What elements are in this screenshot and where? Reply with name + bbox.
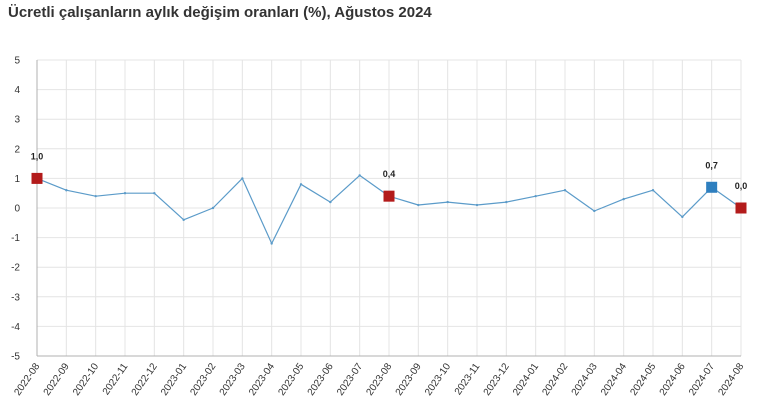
x-tick-label: 2023-04 bbox=[247, 361, 277, 398]
highlight-marker bbox=[383, 190, 395, 202]
data-point bbox=[505, 200, 508, 204]
data-point bbox=[182, 218, 185, 222]
data-point bbox=[241, 177, 244, 180]
x-axis: 2022-08 2022-09 2022-10 2022-11 2022-12 2023-… bbox=[12, 361, 746, 398]
y-tick-label: 5 bbox=[14, 56, 20, 67]
y-tick-label: 0 bbox=[14, 204, 20, 215]
x-tick-label: 2024-07 bbox=[687, 361, 717, 398]
data-label: 1,0 bbox=[31, 151, 44, 161]
highlight-marker bbox=[706, 181, 718, 193]
data-point bbox=[211, 206, 215, 210]
data-point bbox=[446, 200, 449, 204]
x-tick-label: 2023-11 bbox=[453, 361, 483, 397]
y-tick-label: 2 bbox=[14, 144, 20, 155]
x-tick-label: 2024-05 bbox=[628, 361, 658, 398]
highlight-markers: 1,0 0,4 0,7 0,0 bbox=[31, 151, 748, 214]
y-axis: -5 -4 -3 -2 -1 0 1 2 3 4 5 bbox=[11, 56, 20, 363]
chart-title: Ücretli çalışanların aylık değişim oranl… bbox=[8, 4, 432, 21]
y-tick-label: 1 bbox=[14, 174, 20, 185]
x-tick-label: 2024-01 bbox=[511, 361, 541, 398]
data-point bbox=[94, 194, 97, 198]
x-tick-label: 2024-04 bbox=[599, 361, 629, 398]
x-tick-label: 2024-06 bbox=[658, 361, 688, 398]
data-label: 0,7 bbox=[705, 160, 718, 170]
y-tick-label: -1 bbox=[11, 233, 20, 244]
y-tick-label: 4 bbox=[14, 85, 20, 96]
x-tick-label: 2024-03 bbox=[570, 361, 600, 398]
data-label: 0,4 bbox=[383, 169, 396, 179]
data-point bbox=[475, 203, 479, 207]
highlight-marker bbox=[31, 172, 43, 184]
x-tick-label: 2024-08 bbox=[716, 361, 746, 398]
data-point bbox=[681, 215, 684, 219]
data-point bbox=[622, 197, 625, 201]
x-tick-label: 2023-02 bbox=[188, 361, 218, 398]
x-tick-label: 2022-10 bbox=[71, 361, 101, 398]
x-tick-label: 2023-03 bbox=[218, 361, 248, 398]
data-point bbox=[651, 189, 655, 192]
x-tick-label: 2022-08 bbox=[12, 361, 42, 398]
data-point bbox=[153, 192, 156, 195]
y-tick-label: -5 bbox=[11, 352, 20, 363]
data-point bbox=[417, 203, 420, 207]
data-point bbox=[563, 189, 567, 192]
x-tick-label: 2023-05 bbox=[276, 361, 306, 398]
grid bbox=[36, 59, 742, 357]
y-tick-label: -4 bbox=[11, 322, 20, 333]
data-point bbox=[65, 189, 68, 192]
y-tick-label: 3 bbox=[14, 115, 20, 126]
y-tick-label: -2 bbox=[11, 263, 20, 274]
x-tick-label: 2023-12 bbox=[482, 361, 512, 398]
data-point bbox=[358, 174, 361, 177]
x-tick-label: 2023-10 bbox=[423, 361, 453, 398]
x-tick-label: 2022-11 bbox=[101, 361, 131, 397]
data-label: 0,0 bbox=[735, 181, 748, 191]
x-tick-label: 2023-09 bbox=[394, 361, 424, 398]
data-point bbox=[270, 242, 273, 245]
data-point bbox=[593, 209, 596, 213]
x-tick-label: 2022-09 bbox=[42, 361, 72, 398]
highlight-marker bbox=[735, 202, 747, 214]
x-tick-label: 2023-06 bbox=[306, 361, 336, 398]
data-point bbox=[534, 194, 537, 198]
x-tick-label: 2022-12 bbox=[130, 361, 160, 398]
y-tick-label: -3 bbox=[11, 292, 20, 303]
x-tick-label: 2023-08 bbox=[364, 361, 394, 398]
data-point bbox=[299, 183, 303, 186]
x-tick-label: 2023-01 bbox=[159, 361, 189, 398]
x-tick-label: 2023-07 bbox=[335, 361, 365, 398]
data-point bbox=[123, 192, 127, 195]
x-tick-label: 2024-02 bbox=[540, 361, 570, 398]
data-point bbox=[329, 200, 332, 204]
